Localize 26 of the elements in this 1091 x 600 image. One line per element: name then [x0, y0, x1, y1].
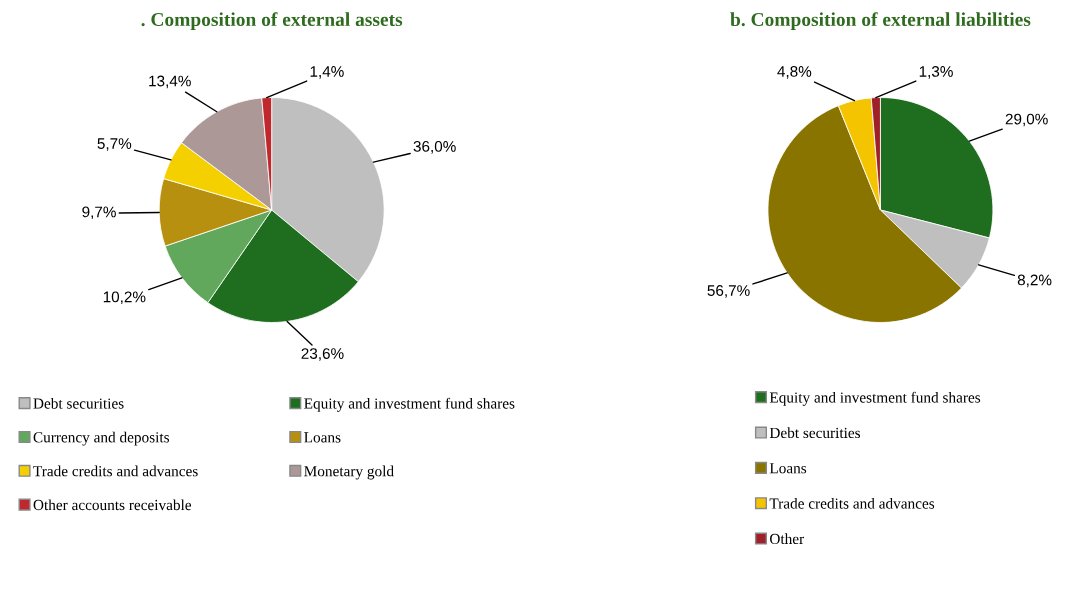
chart-title: . Composition of external assets [141, 12, 403, 30]
data-label: 8,2% [1017, 274, 1052, 288]
legend-label: Other accounts receivable [33, 499, 192, 511]
data-label: 23,6% [301, 348, 344, 361]
data-label: 10,2% [103, 291, 146, 305]
data-label: 36,0% [413, 141, 456, 154]
data-label: 1,4% [310, 66, 344, 79]
legend-label: Trade credits and advances [33, 465, 198, 477]
data-label: 1,3% [919, 66, 953, 79]
data-label: 4,8% [777, 66, 812, 79]
data-label: 9,7% [82, 206, 116, 220]
legend-label: Loans [304, 432, 341, 443]
legend-label: Monetary gold [304, 465, 394, 480]
data-label: 29,0% [1005, 113, 1048, 127]
legend-label: Currency and deposits [33, 431, 170, 446]
data-label: 13,4% [149, 75, 191, 89]
chart-title: b. Composition of external liabilities [730, 12, 1031, 30]
data-label: 56,7% [707, 285, 750, 298]
legend-label: Loans [769, 463, 807, 474]
legend-label: Debt securities [33, 397, 124, 409]
legend-label: Equity and investment fund shares [769, 391, 981, 406]
legend-label: Debt securities [769, 427, 861, 439]
legend-label: Trade credits and advances [769, 497, 935, 509]
legend-label: Other [770, 533, 805, 545]
legend-label: Equity and investment fund shares [304, 397, 515, 412]
data-label: 5,7% [97, 138, 132, 151]
